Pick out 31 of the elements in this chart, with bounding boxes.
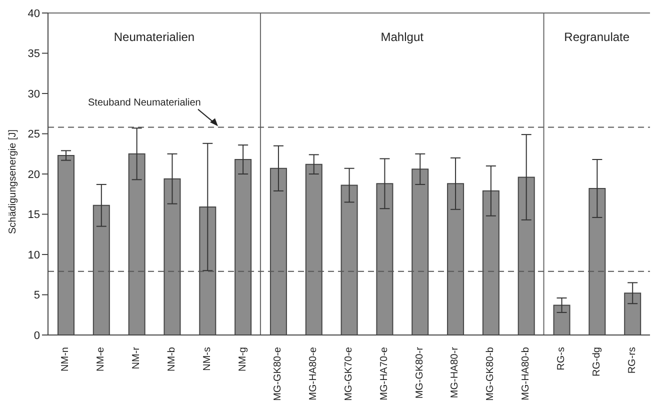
y-tick-label: 40 <box>28 8 40 20</box>
x-tick-label: MG-GK80-e <box>272 346 284 401</box>
annotation: Regranulate <box>564 30 630 44</box>
y-tick-label: 30 <box>28 88 40 100</box>
x-tick-label: MG-HA70-e <box>378 346 390 400</box>
ref-line-label: Steuband Neumaterialien <box>88 97 201 108</box>
x-tick-label: NM-b <box>166 346 178 372</box>
x-tick-label: RG-dg <box>591 347 602 376</box>
y-tick-label: 35 <box>28 48 40 60</box>
x-tick-label: MG-HA80-b <box>520 346 532 400</box>
y-tick-label: 20 <box>28 168 40 181</box>
x-tick-label: RG-rs <box>626 347 638 374</box>
y-tick-label: 15 <box>28 209 40 222</box>
y-tick-label: 5 <box>34 290 40 302</box>
x-tick-label: MG-GK80-b <box>485 346 496 401</box>
x-tick-label: RG-s <box>556 347 567 370</box>
annotation: Mahlgut <box>380 30 424 44</box>
x-tick-label: MG-GK70-e <box>344 346 354 401</box>
y-axis-title: Schädigungsenergie [J] <box>8 129 19 234</box>
x-tick-label: MG-HA80-r <box>450 346 461 398</box>
y-tick-label: 10 <box>28 249 40 262</box>
x-tick-label: NM-s <box>202 347 213 371</box>
x-tick-label: NM-r <box>131 346 142 370</box>
x-tick-label: MG-HA80-e <box>308 346 320 400</box>
y-tick-label: 0 <box>34 330 40 342</box>
x-tick-label: NM-e <box>96 346 107 372</box>
y-tick-label: 25 <box>28 128 40 141</box>
annotation: Neumaterialien <box>114 30 195 44</box>
x-tick-label: MG-GK80-r <box>414 346 426 399</box>
x-tick-label: NM-n <box>60 347 72 372</box>
x-tick-label: NM-g <box>237 347 248 372</box>
